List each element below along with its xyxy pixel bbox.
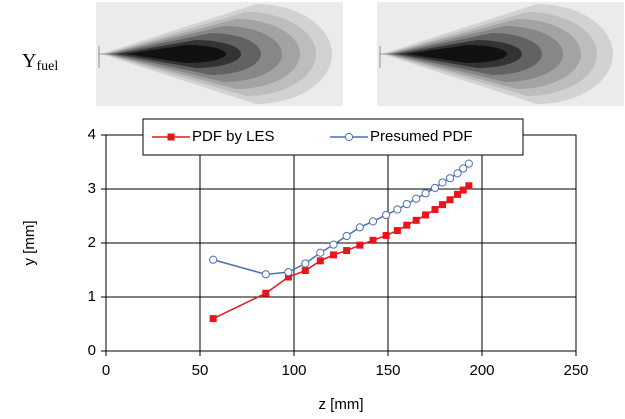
x-tick-label: 250	[563, 362, 588, 379]
marker	[421, 189, 430, 198]
marker	[459, 186, 467, 194]
contour-image	[95, 1, 344, 107]
marker	[412, 194, 421, 203]
marker	[439, 201, 447, 209]
y-axis-title: y [mm]	[21, 221, 38, 266]
marker	[445, 174, 455, 183]
marker	[430, 183, 440, 193]
marker	[329, 240, 338, 249]
y-tick-label: 2	[88, 234, 96, 251]
marker	[368, 217, 378, 226]
marker	[316, 248, 325, 257]
marker	[355, 223, 364, 232]
marker	[393, 227, 401, 235]
marker	[446, 196, 454, 204]
x-tick-label: 100	[281, 362, 306, 379]
x-tick-label: 150	[375, 362, 400, 379]
marker	[343, 247, 351, 255]
marker	[301, 259, 310, 268]
marker	[356, 241, 364, 249]
marker	[465, 182, 473, 190]
y-tick-label: 1	[88, 288, 96, 305]
chart: 0 1 2 3 4 0 50 100 150 200 250 z [mm] y [mm] PDF by L…	[21, 118, 589, 413]
marker	[403, 221, 411, 229]
x-axis-title: z [mm]	[319, 396, 364, 413]
marker	[459, 164, 468, 173]
marker	[209, 255, 218, 264]
y-tick-label: 4	[88, 126, 96, 143]
marker	[393, 205, 402, 214]
marker	[464, 159, 473, 168]
marker	[262, 289, 270, 297]
legend: PDF by LES Presumed PDF	[142, 118, 524, 156]
y-tick-label: 0	[88, 342, 96, 359]
marker	[284, 273, 292, 281]
marker	[284, 268, 293, 277]
image-label-sub: fuel	[36, 59, 58, 74]
x-tick-label: 200	[469, 362, 494, 379]
marker	[261, 270, 270, 279]
marker	[412, 216, 420, 224]
marker	[453, 169, 462, 178]
image-label: Yfuel	[22, 50, 58, 75]
marker	[329, 251, 337, 259]
marker	[301, 267, 309, 275]
marker	[209, 315, 217, 323]
contour-image	[376, 1, 625, 107]
legend-label: PDF by LES	[192, 128, 275, 145]
y-tick-label: 3	[88, 180, 96, 197]
marker	[316, 257, 324, 265]
marker	[382, 210, 391, 220]
marker	[431, 206, 439, 214]
x-tick-label: 0	[102, 362, 110, 379]
marker	[369, 236, 377, 244]
legend-marker	[344, 132, 354, 142]
legend-marker	[167, 133, 175, 141]
legend-label: Presumed PDF	[370, 128, 473, 145]
marker	[382, 231, 390, 239]
marker	[342, 231, 351, 241]
x-tick-label: 50	[192, 362, 209, 379]
marker	[438, 178, 447, 187]
marker	[454, 190, 462, 198]
marker	[422, 211, 430, 219]
image-label-main: Y	[22, 50, 36, 72]
marker	[402, 200, 411, 209]
